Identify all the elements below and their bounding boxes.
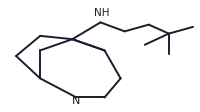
Text: NH: NH: [93, 8, 109, 18]
Text: N: N: [72, 96, 80, 106]
